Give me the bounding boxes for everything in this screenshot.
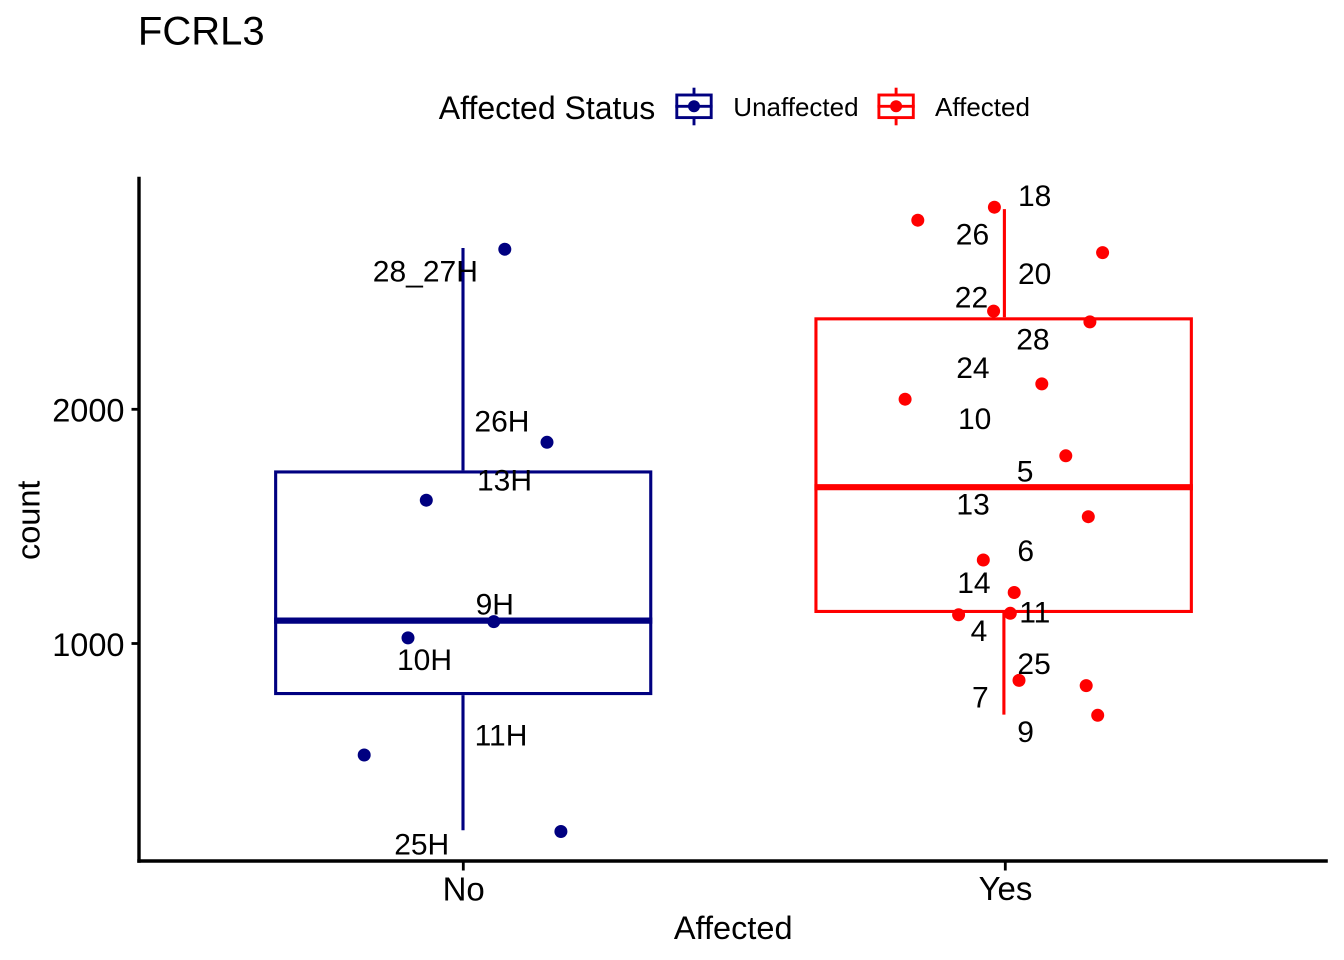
svg-text:No: No [443,870,485,907]
svg-text:9H: 9H [476,589,514,622]
svg-text:7: 7 [972,682,989,715]
svg-text:28: 28 [1016,324,1049,357]
svg-text:Yes: Yes [979,870,1033,907]
svg-text:11: 11 [1019,597,1050,630]
svg-text:4: 4 [971,615,988,648]
svg-text:14: 14 [957,567,990,600]
svg-text:Affected: Affected [935,92,1030,122]
svg-text:24: 24 [956,352,989,385]
svg-text:9: 9 [1017,716,1034,749]
svg-text:10H: 10H [397,644,452,677]
svg-text:26: 26 [956,219,989,252]
svg-text:1000: 1000 [52,627,124,663]
svg-text:22: 22 [955,281,988,314]
svg-text:Affected: Affected [674,910,793,946]
svg-text:FCRL3: FCRL3 [138,9,265,53]
svg-text:5: 5 [1017,456,1034,489]
svg-text:25: 25 [1017,648,1050,681]
svg-text:13: 13 [956,489,989,522]
svg-text:20: 20 [1018,258,1051,291]
svg-text:10: 10 [958,403,991,436]
svg-text:Unaffected: Unaffected [733,92,858,122]
svg-text:count: count [10,481,46,561]
svg-text:11H: 11H [475,720,528,753]
svg-text:2000: 2000 [52,393,124,429]
svg-text:18: 18 [1018,180,1051,213]
svg-text:13H: 13H [477,465,532,498]
svg-text:26H: 26H [474,406,529,439]
svg-text:25H: 25H [394,829,449,862]
svg-text:Affected Status: Affected Status [439,90,655,126]
svg-text:6: 6 [1017,535,1034,568]
svg-text:28_27H: 28_27H [373,256,478,289]
